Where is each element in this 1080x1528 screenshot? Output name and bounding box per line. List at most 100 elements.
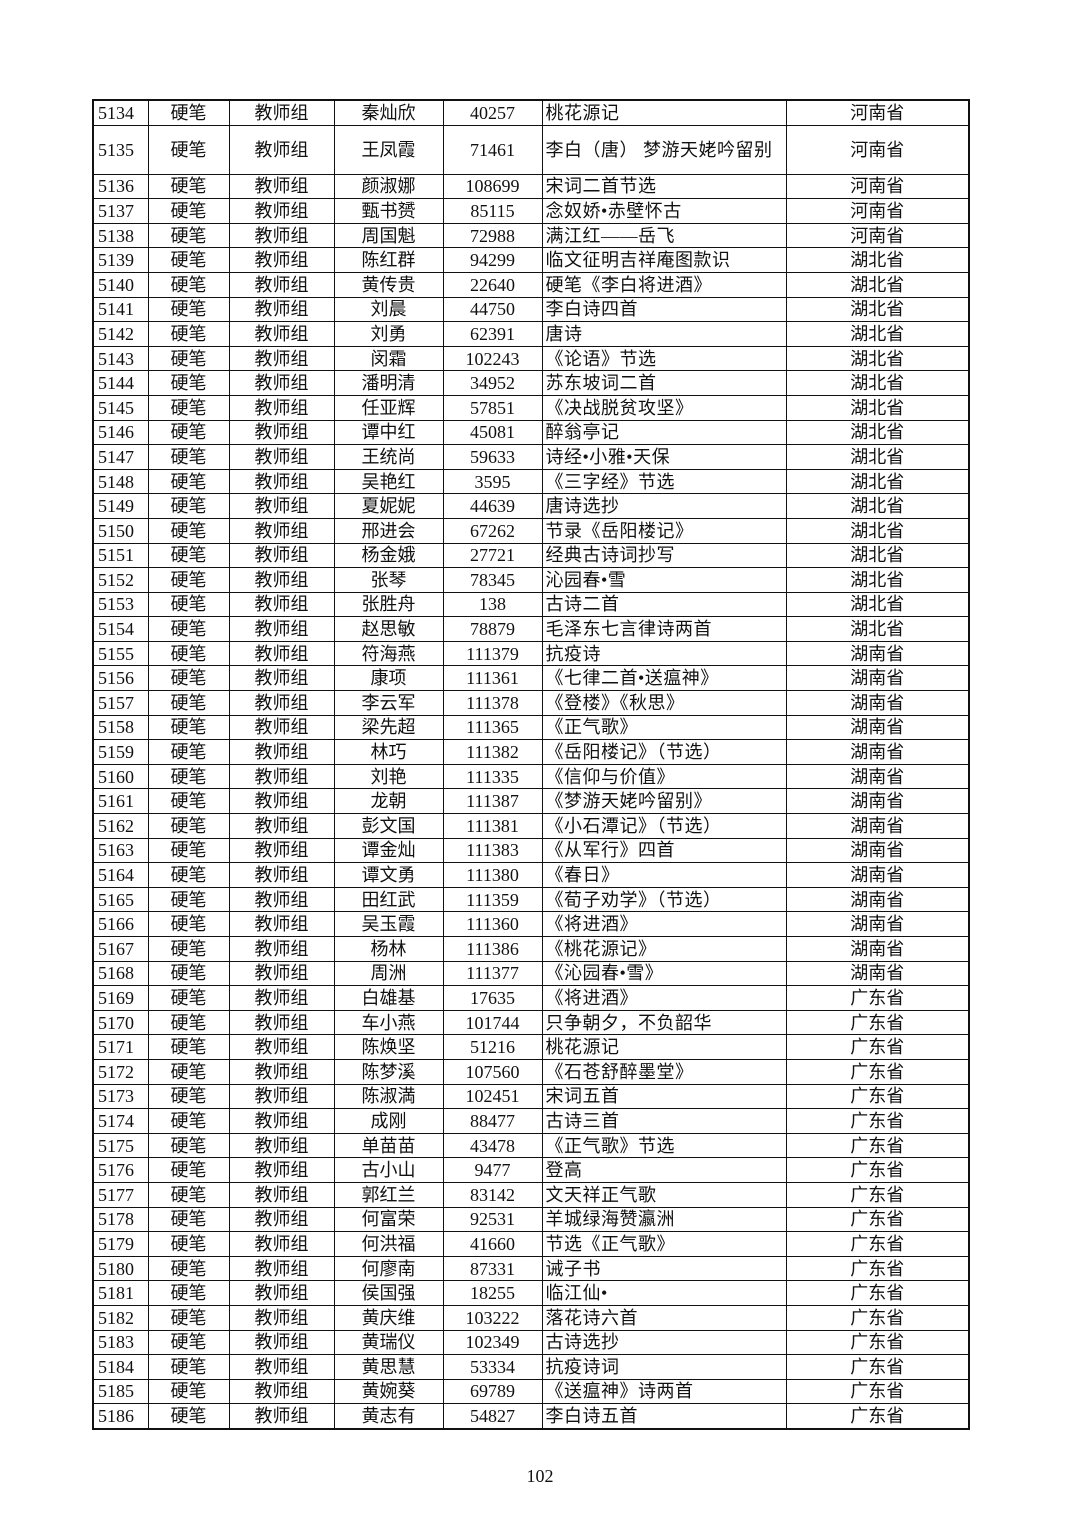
table-row: 5153 硬笔 教师组 张胜舟 138 古诗二首 湖北省 bbox=[92, 591, 970, 618]
work-id-cell: 71461 bbox=[442, 124, 543, 175]
work-id-cell: 94299 bbox=[442, 247, 543, 273]
work-title-cell: 沁园春•雪 bbox=[541, 567, 787, 593]
table-row: 5154 硬笔 教师组 赵思敏 78879 毛泽东七言律诗两首 湖北省 bbox=[92, 616, 970, 642]
work-title-cell: 《春日》 bbox=[541, 862, 787, 888]
name-cell: 梁先超 bbox=[333, 714, 444, 741]
table-row: 5176 硬笔 教师组 古小山 9477 登高 广东省 bbox=[92, 1157, 970, 1183]
work-title-cell: 落花诗六首 bbox=[541, 1304, 787, 1331]
category-cell: 硬笔 bbox=[147, 985, 230, 1011]
category-cell: 硬笔 bbox=[147, 1206, 230, 1233]
province-cell: 湖南省 bbox=[785, 739, 970, 765]
work-title-cell: 《从军行》四首 bbox=[541, 837, 787, 864]
category-cell: 硬笔 bbox=[147, 124, 230, 175]
work-id-cell: 111359 bbox=[442, 886, 543, 913]
work-title-cell: 抗疫诗 bbox=[541, 640, 787, 667]
work-title-cell: 《将进酒》 bbox=[541, 911, 787, 937]
name-cell: 黄庆维 bbox=[333, 1304, 444, 1331]
work-id-cell: 87331 bbox=[442, 1255, 543, 1282]
province-cell: 湖北省 bbox=[785, 567, 970, 593]
group-cell: 教师组 bbox=[228, 714, 335, 741]
work-title-cell: 抗疫诗词 bbox=[541, 1354, 787, 1380]
work-id-cell: 17635 bbox=[442, 985, 543, 1011]
work-id-cell: 92531 bbox=[442, 1206, 543, 1233]
group-cell: 教师组 bbox=[228, 1181, 335, 1208]
work-id-cell: 88477 bbox=[442, 1108, 543, 1134]
group-cell: 教师组 bbox=[228, 936, 335, 962]
table-row: 5165 硬笔 教师组 田红武 111359 《荀子劝学》（节选） 湖南省 bbox=[92, 886, 970, 913]
name-cell: 陈焕坚 bbox=[333, 1034, 444, 1060]
page-number: 102 bbox=[526, 1466, 554, 1486]
category-cell: 硬笔 bbox=[147, 198, 230, 224]
group-cell: 教师组 bbox=[228, 271, 335, 298]
table-row: 5170 硬笔 教师组 车小燕 101744 只争朝夕，不负韶华 广东省 bbox=[92, 1009, 970, 1036]
work-id-cell: 44750 bbox=[442, 296, 543, 323]
province-cell: 河南省 bbox=[785, 99, 970, 126]
entry-number-cell: 5136 bbox=[92, 173, 149, 200]
entry-number-cell: 5167 bbox=[92, 936, 149, 962]
province-cell: 湖北省 bbox=[785, 370, 970, 396]
category-cell: 硬笔 bbox=[147, 886, 230, 913]
province-cell: 湖南省 bbox=[785, 788, 970, 815]
table-row: 5182 硬笔 教师组 黄庆维 103222 落花诗六首 广东省 bbox=[92, 1304, 970, 1331]
table-row: 5140 硬笔 教师组 黄传贵 22640 硬笔《李白将进酒》 湖北省 bbox=[92, 271, 970, 298]
category-cell: 硬笔 bbox=[147, 788, 230, 815]
work-title-cell: 桃花源记 bbox=[541, 99, 787, 126]
group-cell: 教师组 bbox=[228, 862, 335, 888]
category-cell: 硬笔 bbox=[147, 321, 230, 347]
category-cell: 硬笔 bbox=[147, 763, 230, 790]
category-cell: 硬笔 bbox=[147, 936, 230, 962]
entry-number-cell: 5160 bbox=[92, 763, 149, 790]
province-cell: 湖北省 bbox=[785, 419, 970, 446]
name-cell: 田红武 bbox=[333, 886, 444, 913]
category-cell: 硬笔 bbox=[147, 1255, 230, 1282]
table-row: 5142 硬笔 教师组 刘勇 62391 唐诗 湖北省 bbox=[92, 321, 970, 347]
name-cell: 车小燕 bbox=[333, 1009, 444, 1036]
entry-number-cell: 5155 bbox=[92, 640, 149, 667]
work-id-cell: 111361 bbox=[442, 665, 543, 692]
work-id-cell: 111386 bbox=[442, 936, 543, 962]
group-cell: 教师组 bbox=[228, 985, 335, 1011]
entry-number-cell: 5142 bbox=[92, 321, 149, 347]
table-row: 5151 硬笔 教师组 杨金娥 27721 经典古诗词抄写 湖北省 bbox=[92, 542, 970, 569]
group-cell: 教师组 bbox=[228, 763, 335, 790]
entry-number-cell: 5173 bbox=[92, 1083, 149, 1110]
table-row: 5166 硬笔 教师组 吴玉霞 111360 《将进酒》 湖南省 bbox=[92, 911, 970, 937]
table-row: 5168 硬笔 教师组 周洲 111377 《沁园春•雪》 湖南省 bbox=[92, 960, 970, 987]
work-title-cell: 《信仰与价值》 bbox=[541, 763, 787, 790]
group-cell: 教师组 bbox=[228, 1034, 335, 1060]
work-id-cell: 41660 bbox=[442, 1231, 543, 1257]
work-title-cell: 诗经•小雅•天保 bbox=[541, 444, 787, 470]
work-id-cell: 83142 bbox=[442, 1181, 543, 1208]
name-cell: 白雄基 bbox=[333, 985, 444, 1011]
entry-number-cell: 5134 bbox=[92, 99, 149, 126]
category-cell: 硬笔 bbox=[147, 665, 230, 692]
work-id-cell: 22640 bbox=[442, 271, 543, 298]
province-cell: 湖北省 bbox=[785, 296, 970, 323]
work-title-cell: 李白诗四首 bbox=[541, 296, 787, 323]
entry-number-cell: 5149 bbox=[92, 493, 149, 519]
name-cell: 李云军 bbox=[333, 690, 444, 716]
name-cell: 秦灿欣 bbox=[333, 99, 444, 126]
entry-number-cell: 5162 bbox=[92, 813, 149, 839]
work-id-cell: 27721 bbox=[442, 542, 543, 569]
table-row: 5184 硬笔 教师组 黄思慧 53334 抗疫诗词 广东省 bbox=[92, 1354, 970, 1380]
name-cell: 黄瑞仪 bbox=[333, 1329, 444, 1356]
group-cell: 教师组 bbox=[228, 517, 335, 544]
province-cell: 广东省 bbox=[785, 1255, 970, 1282]
name-cell: 陈红群 bbox=[333, 247, 444, 273]
work-id-cell: 138 bbox=[442, 591, 543, 618]
name-cell: 谭文勇 bbox=[333, 862, 444, 888]
work-title-cell: 临文征明吉祥庵图款识 bbox=[541, 247, 787, 273]
entry-number-cell: 5144 bbox=[92, 370, 149, 396]
work-title-cell: 文天祥正气歌 bbox=[541, 1181, 787, 1208]
table-row: 5135 硬笔 教师组 王凤霞 71461 李白（唐） 梦游天姥吟留别 河南省 bbox=[92, 124, 970, 175]
table-row: 5180 硬笔 教师组 何廖南 87331 诫子书 广东省 bbox=[92, 1255, 970, 1282]
category-cell: 硬笔 bbox=[147, 394, 230, 421]
table-row: 5161 硬笔 教师组 龙朝 111387 《梦游天姥吟留别》 湖南省 bbox=[92, 788, 970, 815]
province-cell: 湖北省 bbox=[785, 591, 970, 618]
table-row: 5162 硬笔 教师组 彭文国 111381 《小石潭记》（节选） 湖南省 bbox=[92, 813, 970, 839]
category-cell: 硬笔 bbox=[147, 493, 230, 519]
province-cell: 湖南省 bbox=[785, 640, 970, 667]
entry-number-cell: 5178 bbox=[92, 1206, 149, 1233]
name-cell: 夏妮妮 bbox=[333, 493, 444, 519]
